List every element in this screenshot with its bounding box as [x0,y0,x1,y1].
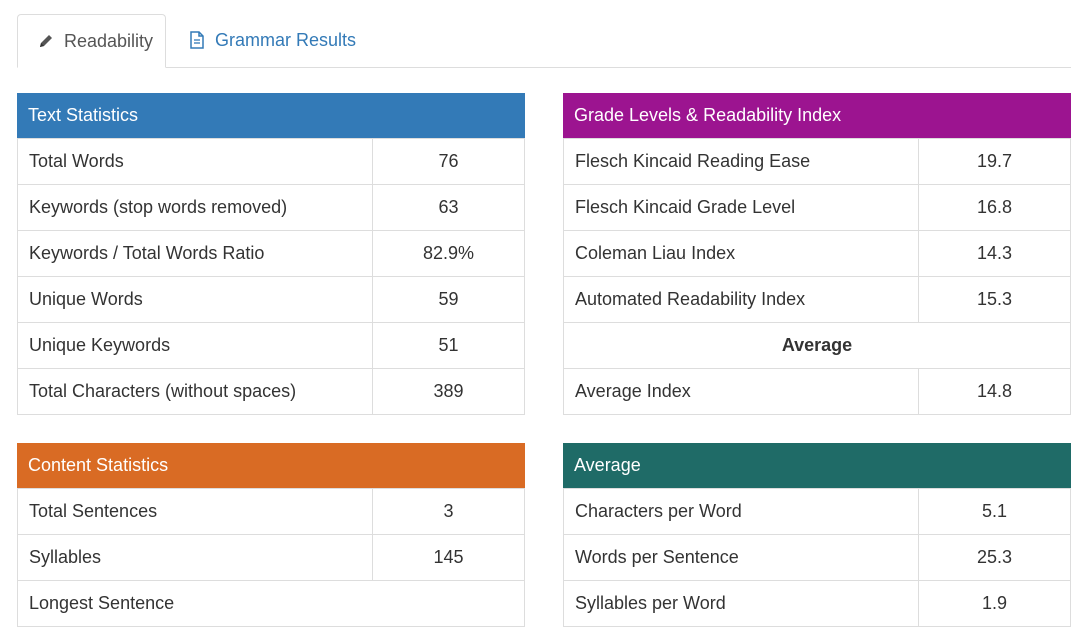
tab-grammar-results-label: Grammar Results [215,29,357,50]
row-value: 51 [372,322,525,369]
grade-levels-title: Grade Levels & Readability Index [563,93,1071,138]
table-row: Longest Sentence [17,580,525,627]
row-label: Automated Readability Index [563,276,919,323]
row-value: 5.1 [918,488,1071,535]
table-row: Keywords / Total Words Ratio 82.9% [17,230,525,277]
row-label: Unique Words [17,276,373,323]
table-row: Total Sentences 3 [17,488,525,535]
table-row: Automated Readability Index 15.3 [563,276,1071,323]
table-row: Average Index 14.8 [563,368,1071,415]
row-label: Characters per Word [563,488,919,535]
text-statistics-title: Text Statistics [17,93,525,138]
row-label: Total Sentences [17,488,373,535]
table-row: Unique Keywords 51 [17,322,525,369]
row-value: 25.3 [918,534,1071,581]
table-row: Keywords (stop words removed) 63 [17,184,525,231]
table-row: Syllables 145 [17,534,525,581]
document-icon [187,30,207,50]
pencil-icon [36,31,56,51]
text-statistics-panel: Text Statistics Total Words 76 Keywords (s… [17,93,525,415]
row-value: 19.7 [918,138,1071,185]
table-row: Characters per Word 5.1 [563,488,1071,535]
row-label: Longest Sentence [17,580,525,627]
row-value: 59 [372,276,525,323]
row-value: 3 [372,488,525,535]
row-label: Coleman Liau Index [563,230,919,277]
grade-levels-panel: Grade Levels & Readability Index Flesch … [563,93,1071,415]
row-label: Flesch Kincaid Grade Level [563,184,919,231]
grade-levels-table: Flesch Kincaid Reading Ease 19.7 Flesch Ki… [563,138,1071,415]
average-panel: Average Characters per Word 5.1 Words per … [563,443,1071,627]
tab-readability[interactable]: Readability [17,14,166,68]
row-label: Unique Keywords [17,322,373,369]
row-label: Syllables [17,534,373,581]
table-row: Coleman Liau Index 14.3 [563,230,1071,277]
row-label: Average Index [563,368,919,415]
row-value: 82.9% [372,230,525,277]
tab-readability-label: Readability [64,30,154,51]
text-statistics-table: Total Words 76 Keywords (stop words remove… [17,138,525,415]
row-label: Keywords / Total Words Ratio [17,230,373,277]
average-title: Average [563,443,1071,488]
row-label: Total Characters (without spaces) [17,368,373,415]
row-label: Flesch Kincaid Reading Ease [563,138,919,185]
row-label: Keywords (stop words removed) [17,184,373,231]
row-value: 1.9 [918,580,1071,627]
table-row: Total Words 76 [17,138,525,185]
row-value: 14.8 [918,368,1071,415]
content-statistics-table: Total Sentences 3 Syllables 145 Longest Sent… [17,488,525,627]
table-row: Syllables per Word 1.9 [563,580,1071,627]
content-statistics-title: Content Statistics [17,443,525,488]
row-value: 76 [372,138,525,185]
row-label: Total Words [17,138,373,185]
table-row: Flesch Kincaid Reading Ease 19.7 [563,138,1071,185]
row-value: 14.3 [918,230,1071,277]
row-value: 145 [372,534,525,581]
row-value: 389 [372,368,525,415]
content-statistics-panel: Content Statistics Total Sentences 3 Sylla… [17,443,525,627]
average-heading-row: Average [563,322,1071,369]
row-value: 15.3 [918,276,1071,323]
table-row: Total Characters (without spaces) 389 [17,368,525,415]
average-heading: Average [563,322,1071,369]
table-row: Unique Words 59 [17,276,525,323]
tab-grammar-results[interactable]: Grammar Results [187,14,356,66]
average-table: Characters per Word 5.1 Words per Sentence… [563,488,1071,627]
row-value: 16.8 [918,184,1071,231]
table-row: Words per Sentence 25.3 [563,534,1071,581]
row-label: Words per Sentence [563,534,919,581]
row-value: 63 [372,184,525,231]
tab-bar: Readability Grammar Results [17,14,1071,68]
row-label: Syllables per Word [563,580,919,627]
table-row: Flesch Kincaid Grade Level 16.8 [563,184,1071,231]
